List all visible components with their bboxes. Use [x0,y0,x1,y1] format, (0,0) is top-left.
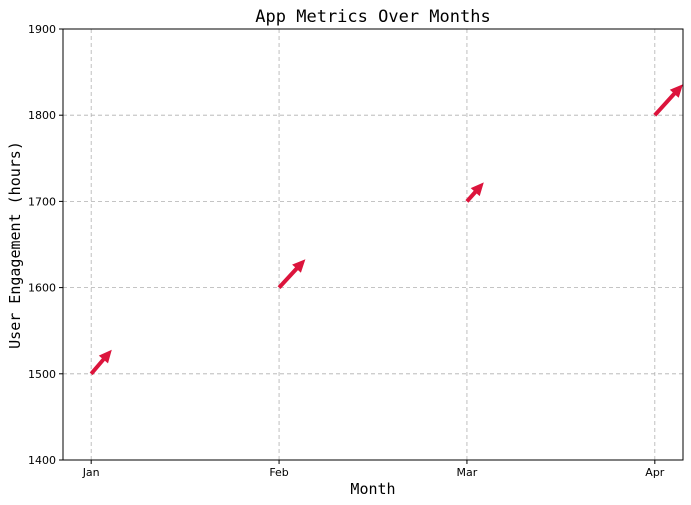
quiver-arrow [89,349,112,376]
tick-layer: Jan Feb Mar Apr 1400 1500 1600 1700 1800 1900 [28,23,665,479]
grid-layer [63,29,683,460]
chart-title: App Metrics Over Months [255,7,490,27]
x-tick-label: Apr [645,466,665,479]
quiver-arrow [277,259,306,289]
y-tick-label: 1600 [28,282,56,295]
y-tick-label: 1400 [28,454,56,467]
x-axis-label: Month [350,480,395,498]
quiver-arrow [653,84,683,117]
quiver-arrow [465,182,484,203]
x-tick-label: Feb [269,466,288,479]
arrow-layer [89,84,683,376]
y-tick-label: 1700 [28,195,56,208]
plot-frame [62,28,684,461]
x-tick-label: Mar [457,466,478,479]
y-tick-label: 1500 [28,368,56,381]
y-tick-label: 1800 [28,109,56,122]
x-tick-label: Jan [82,466,100,479]
y-tick-label: 1900 [28,23,56,36]
y-axis-label: User Engagement (hours) [6,141,24,349]
